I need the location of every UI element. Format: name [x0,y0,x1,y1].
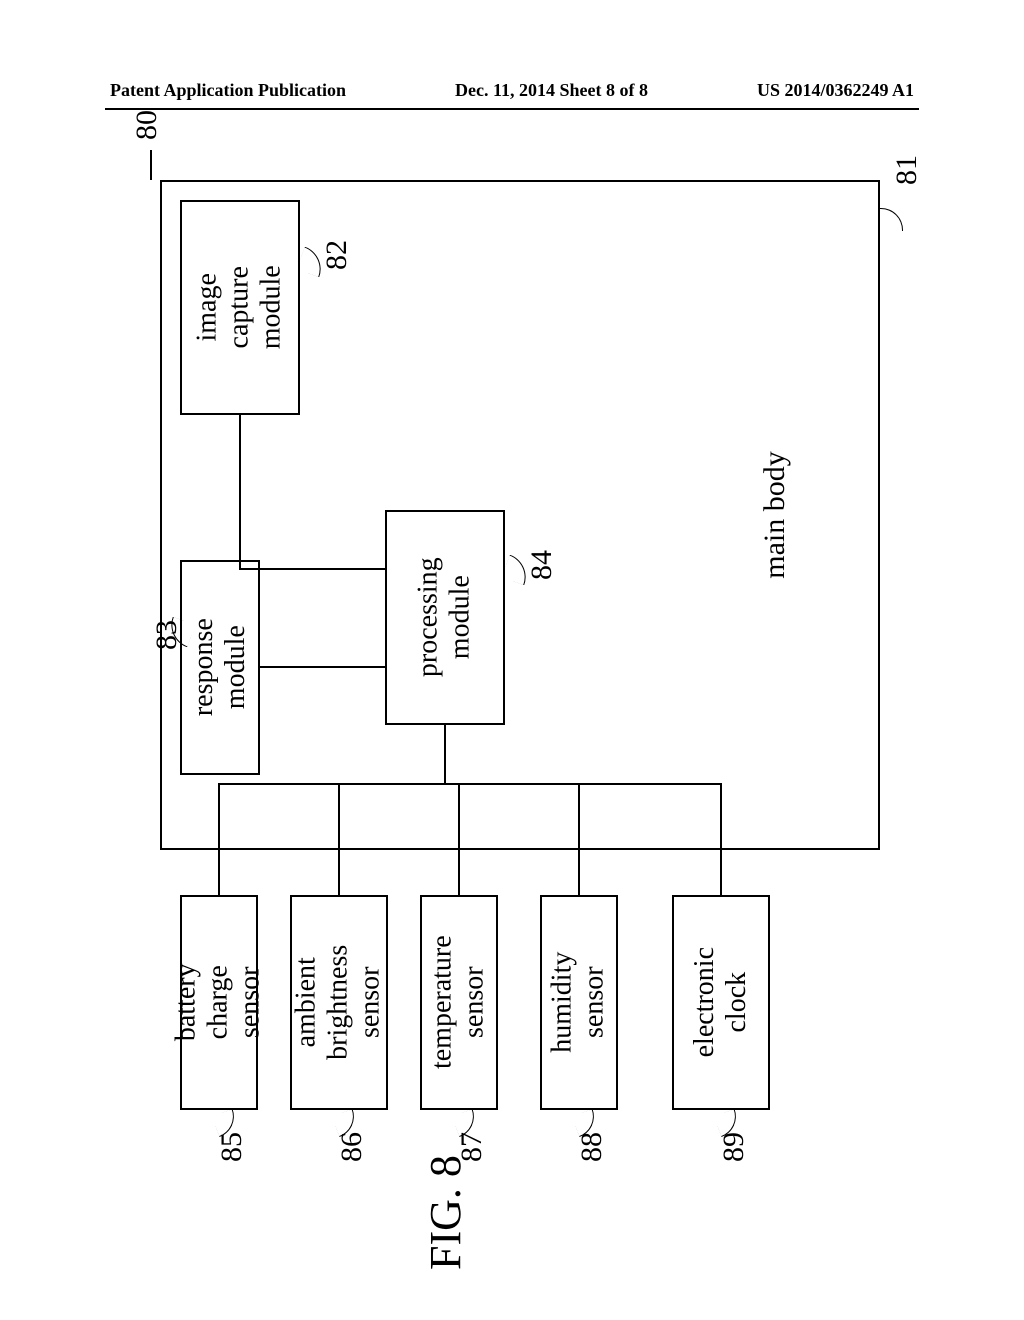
ref-81-leader [882,208,912,238]
temperature-sensor-label: temperaturesensor [427,936,491,1070]
ambient-sensor-box: ambientbrightnesssensor [290,895,388,1110]
ref-81: 81 [890,155,924,185]
battery-sensor-label: batterychargesensor [171,964,268,1042]
figure-label: FIG. 8 [420,1155,471,1270]
header-right: US 2014/0362249 A1 [757,80,914,101]
ambient-sensor-label: ambientbrightnesssensor [291,945,388,1060]
conn-bus [218,783,722,785]
battery-sensor-box: batterychargesensor [180,895,258,1110]
conn-bus-86 [338,783,340,897]
header-center: Dec. 11, 2014 Sheet 8 of 8 [455,80,648,101]
conn-82-84-h [239,568,387,570]
conn-bus-88 [578,783,580,897]
response-module-label: responsemodule [188,619,252,717]
main-body-label: main body [757,451,791,579]
humidity-sensor-label: humiditysensor [547,952,611,1053]
ref-84: 84 [525,550,559,580]
conn-84-bus [444,725,446,785]
ref-82: 82 [320,240,354,270]
header-left: Patent Application Publication [110,80,346,101]
humidity-sensor-box: humiditysensor [540,895,618,1110]
response-module-box: responsemodule [180,560,260,775]
conn-bus-85 [218,783,220,897]
conn-83-84 [260,666,387,668]
conn-bus-87 [458,783,460,897]
diagram-area: 80 main body 81 imagecapturemodule respo… [120,140,900,1180]
temperature-sensor-box: temperaturesensor [420,895,498,1110]
processing-module-box: processingmodule [385,510,505,725]
conn-82-84-v [239,415,241,570]
ref-80: 80 [130,110,164,140]
ref-80-leader [150,150,152,180]
electronic-clock-label: electronicclock [689,947,753,1057]
image-capture-module-box: imagecapturemodule [180,200,300,415]
header-rule [105,108,919,110]
page-header: Patent Application Publication Dec. 11, … [0,80,1024,101]
processing-module-label: processingmodule [413,558,477,678]
electronic-clock-box: electronicclock [672,895,770,1110]
conn-bus-89 [720,783,722,897]
image-capture-module-label: imagecapturemodule [192,266,289,350]
